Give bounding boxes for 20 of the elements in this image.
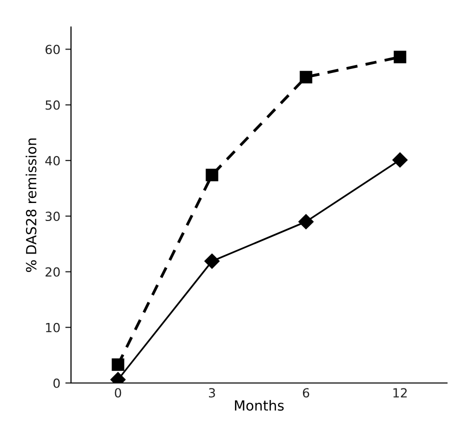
point xyxy=(392,152,408,168)
y-tick-label: 0 xyxy=(53,378,60,388)
x-tick-label: 12 xyxy=(393,388,407,398)
x-tick-label: 3 xyxy=(208,388,215,398)
y-tick-label: 20 xyxy=(46,267,60,277)
x-axis-title: Months xyxy=(234,400,284,411)
point xyxy=(300,70,312,84)
y-tick-label: 50 xyxy=(46,100,60,110)
y-tick-label: 40 xyxy=(45,156,60,166)
y-axis-title: % DAS28 remission xyxy=(26,138,36,272)
x-tick-label: 6 xyxy=(302,388,310,398)
y-tick-label: 30 xyxy=(46,212,60,222)
point xyxy=(112,358,124,371)
x-tick-label: 0 xyxy=(114,388,122,398)
y-tick-label: 10 xyxy=(46,322,60,332)
point xyxy=(394,50,406,64)
point xyxy=(206,168,218,182)
point xyxy=(204,254,220,269)
point xyxy=(298,214,314,230)
y-tick-label: 60 xyxy=(46,44,60,54)
